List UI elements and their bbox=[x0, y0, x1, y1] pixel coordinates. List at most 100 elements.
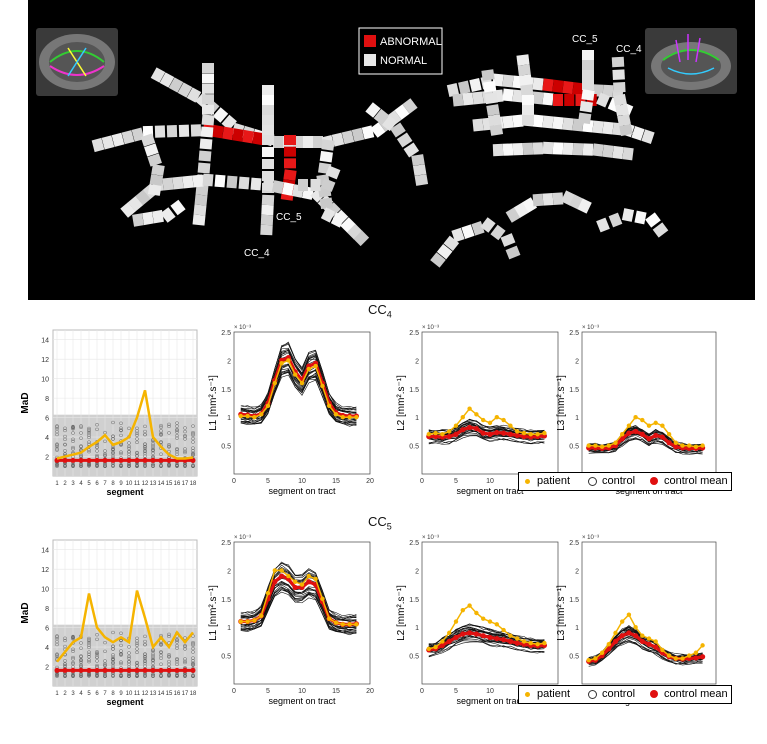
control-point bbox=[175, 646, 179, 650]
x-axis-label: segment on tract bbox=[268, 486, 336, 496]
control-point bbox=[87, 426, 91, 431]
patient-point bbox=[272, 568, 277, 573]
tract-segment bbox=[310, 179, 321, 191]
tract-segment bbox=[168, 77, 184, 93]
control-point bbox=[143, 464, 147, 468]
x-axis-label: segment on tract bbox=[615, 486, 683, 496]
patient-point bbox=[286, 573, 291, 579]
control-mean-point bbox=[78, 667, 84, 673]
control-mean-point bbox=[190, 667, 196, 673]
tract-segment bbox=[622, 147, 634, 161]
tract-segment bbox=[582, 70, 594, 80]
tract-segment bbox=[634, 210, 647, 225]
tract-segment bbox=[201, 114, 215, 126]
patient-point bbox=[487, 619, 493, 624]
patient-point bbox=[238, 619, 243, 624]
control-mean-point bbox=[460, 631, 466, 637]
x-tick-label: 3 bbox=[71, 691, 75, 697]
control-mean-point bbox=[62, 667, 68, 673]
control-mean-point bbox=[150, 667, 156, 673]
control-curve bbox=[240, 591, 357, 634]
control-point bbox=[87, 448, 91, 452]
control-point bbox=[71, 660, 75, 665]
tract-segment bbox=[147, 184, 162, 196]
tract-segment bbox=[192, 214, 206, 226]
y-tick-label: 2 bbox=[415, 568, 419, 575]
control-point bbox=[127, 464, 131, 468]
tract-segment bbox=[284, 158, 296, 169]
control-point bbox=[135, 437, 139, 441]
x-tick-label: 8 bbox=[111, 691, 115, 697]
control-point bbox=[167, 632, 171, 637]
tract-segment bbox=[617, 113, 631, 127]
control-point bbox=[79, 664, 83, 668]
control-point bbox=[191, 646, 195, 651]
control-point bbox=[71, 462, 75, 467]
control-mean-point bbox=[659, 434, 665, 440]
patient-point bbox=[599, 650, 605, 655]
control-curve bbox=[588, 639, 703, 665]
x-tick-label: 15 bbox=[166, 481, 173, 487]
tract-segment bbox=[490, 224, 506, 241]
patient-point bbox=[433, 644, 438, 650]
y-tick-label: 1.5 bbox=[569, 387, 579, 394]
y-tick-label: 2 bbox=[45, 665, 49, 672]
control-point bbox=[79, 654, 83, 658]
tract-segment bbox=[162, 177, 174, 191]
control-mean-point bbox=[166, 457, 172, 463]
tract-segment bbox=[340, 217, 356, 233]
tract-segment bbox=[212, 107, 229, 123]
control-point bbox=[63, 442, 67, 447]
control-point bbox=[167, 444, 171, 449]
tract-segments bbox=[91, 50, 669, 268]
tract-segment bbox=[262, 95, 274, 105]
control-point bbox=[71, 634, 75, 639]
tract-segment bbox=[202, 173, 214, 187]
patient-point bbox=[521, 639, 527, 644]
legend-control-mean-marker bbox=[650, 690, 658, 698]
plot-area bbox=[233, 331, 371, 475]
patient-point bbox=[515, 636, 520, 641]
tract-segment bbox=[553, 94, 563, 106]
control-point bbox=[135, 636, 139, 641]
patient-point bbox=[633, 415, 638, 420]
tract-segment bbox=[452, 93, 464, 107]
tract-segment bbox=[170, 199, 186, 216]
x-tick-label: 6 bbox=[95, 691, 99, 697]
x-tick-label: 4 bbox=[79, 691, 83, 697]
control-point bbox=[183, 429, 187, 434]
control-mean-point bbox=[619, 436, 625, 442]
tract-segment bbox=[462, 92, 474, 106]
y-tick-label: 6 bbox=[45, 416, 49, 423]
patient-point bbox=[467, 406, 472, 411]
control-point bbox=[95, 659, 99, 663]
tract-segment bbox=[144, 143, 159, 157]
tract-segment bbox=[370, 122, 386, 138]
x-tick-label: 10 bbox=[298, 688, 306, 695]
tract-segment bbox=[451, 227, 465, 243]
control-mean-point bbox=[612, 638, 619, 644]
control-point bbox=[87, 658, 91, 662]
control-point bbox=[79, 436, 83, 440]
control-curve bbox=[240, 347, 357, 412]
control-curve bbox=[428, 641, 545, 657]
control-point bbox=[95, 443, 99, 447]
control-curve bbox=[588, 434, 703, 452]
control-point bbox=[71, 647, 75, 652]
control-mean-point bbox=[494, 635, 500, 642]
patient-point bbox=[501, 627, 506, 633]
patient-point bbox=[640, 417, 645, 423]
control-point bbox=[183, 447, 187, 451]
patient-point bbox=[453, 423, 459, 428]
tract-segment bbox=[608, 212, 623, 228]
y-exponent-label: × 10⁻³ bbox=[582, 325, 599, 331]
control-point bbox=[79, 641, 83, 645]
tractography-image: ABNORMAL NORMAL CC_5 CC_4 CC_5 CC_4 bbox=[28, 0, 755, 300]
patient-point bbox=[320, 596, 325, 601]
patient-point bbox=[426, 646, 431, 651]
tract-segment bbox=[382, 115, 398, 132]
control-mean-point bbox=[110, 667, 116, 673]
tract-segment bbox=[320, 207, 336, 223]
tract-segment bbox=[486, 104, 500, 116]
control-point bbox=[183, 647, 187, 651]
